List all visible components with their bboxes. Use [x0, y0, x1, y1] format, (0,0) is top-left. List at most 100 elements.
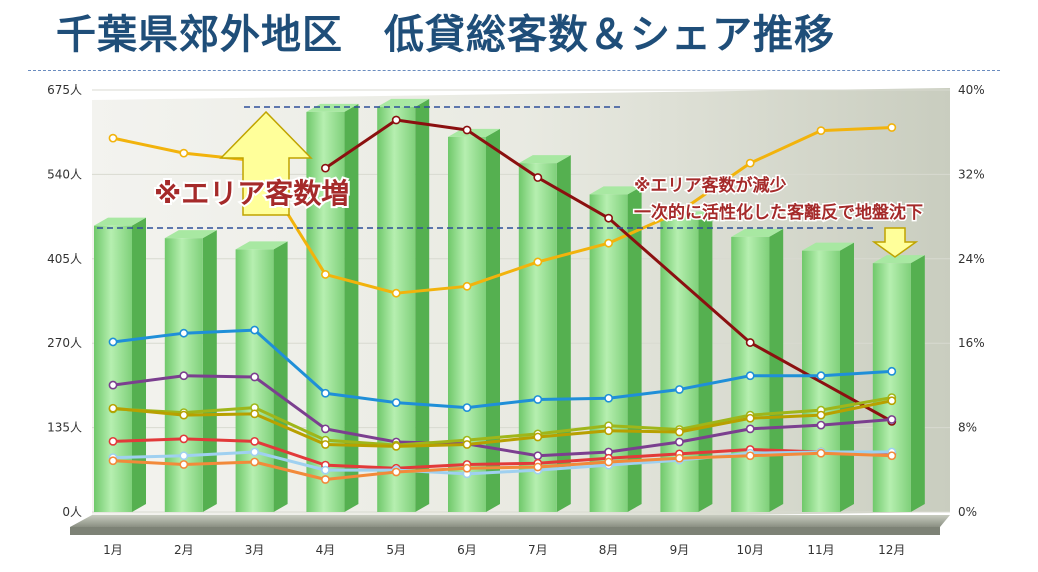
bar-front [448, 136, 486, 512]
series-point [745, 338, 755, 347]
series-point [462, 403, 472, 412]
x-tick-label: 5月 [386, 543, 406, 557]
up-arrow-icon [219, 110, 313, 216]
series-line [112, 399, 893, 448]
series-point [675, 437, 684, 447]
series-point [533, 257, 543, 267]
series-point [604, 213, 613, 223]
x-tick-label: 4月 [316, 543, 336, 557]
bar-side [202, 230, 217, 512]
annotation-down-1: ※エリア客数が減少 [634, 175, 787, 196]
x-tick-label: 3月 [245, 543, 265, 557]
series-point [462, 463, 472, 473]
series-point [108, 403, 118, 413]
annotation-down-2: 一次的に活性化した客離反で地盤沈下 [634, 202, 923, 223]
series-point [320, 465, 330, 475]
line-series-8 [108, 448, 897, 484]
bar-top [802, 242, 854, 251]
series-point [887, 366, 897, 376]
series-point [675, 453, 684, 463]
series-line [112, 396, 893, 447]
bar [94, 217, 146, 512]
series-point [816, 410, 826, 420]
left-tick-label: 135人 [47, 421, 82, 435]
line-series-2 [108, 325, 897, 412]
right-tick-label: 40% [958, 83, 985, 97]
series-point [816, 448, 826, 458]
x-tick-label: 10月 [737, 543, 764, 557]
annotation-up: ※エリア客数増 [154, 177, 349, 210]
bar-top [872, 255, 925, 264]
right-tick-label: 24% [958, 252, 985, 266]
series-point [887, 415, 897, 424]
bar [518, 155, 571, 512]
series-point [250, 409, 259, 419]
x-tick-label: 6月 [457, 543, 477, 557]
plot-floor-front [70, 527, 940, 535]
series-point [320, 270, 330, 279]
bar-side [698, 211, 713, 512]
series-point [320, 424, 330, 434]
series-point [533, 395, 543, 404]
right-axis-ticks: 0% 8% 16% 24% 32% 40% [958, 83, 985, 519]
series-point [533, 462, 543, 472]
series-point [250, 457, 259, 467]
bar [448, 128, 500, 512]
bar-top [589, 186, 642, 195]
series-point [604, 426, 613, 436]
series-point [320, 163, 330, 173]
series-point [108, 337, 118, 347]
bar-side [556, 155, 571, 512]
series-point [745, 413, 755, 423]
series-point [745, 424, 755, 434]
series-point [179, 148, 189, 158]
series-point [887, 123, 897, 132]
x-tick-label: 2月 [174, 543, 194, 557]
series-point [675, 385, 684, 394]
bar-side [415, 98, 430, 512]
series-point [391, 441, 401, 451]
series-point [179, 460, 189, 469]
bar [377, 98, 430, 512]
x-axis-ticks: 1月 2月 3月 4月 5月 6月 7月 8月 9月 10月 11月 12月 [103, 543, 905, 557]
bar [164, 230, 217, 512]
title-divider [28, 70, 1000, 71]
series-line [112, 374, 892, 458]
series-point [745, 451, 755, 461]
bar-top [94, 217, 146, 226]
series-point [250, 372, 259, 382]
series-point [462, 281, 472, 291]
bar-side [344, 103, 359, 513]
series-point [604, 238, 613, 248]
down-arrow-icon [871, 227, 919, 258]
bar-top [518, 155, 571, 164]
right-tick-label: 0% [958, 505, 977, 519]
bar [731, 228, 784, 512]
right-tick-label: 32% [958, 167, 985, 181]
series-point [675, 427, 684, 437]
series-point [604, 457, 613, 467]
bar-side [132, 217, 146, 512]
series-point [462, 440, 472, 449]
series-point [179, 451, 189, 461]
bar-side [273, 241, 288, 512]
series-point [108, 380, 118, 390]
bar-series [94, 98, 925, 513]
bar-top [731, 228, 784, 237]
x-tick-label: 7月 [528, 543, 548, 557]
series-point [320, 440, 330, 449]
series-point [604, 393, 613, 403]
bar-top [235, 241, 288, 250]
bar [660, 211, 713, 512]
series-line [112, 328, 892, 410]
series-line [112, 437, 892, 470]
series-point [533, 173, 543, 182]
x-tick-label: 11月 [807, 543, 834, 557]
series-point [108, 436, 118, 446]
series-point [320, 388, 330, 398]
left-tick-label: 540人 [47, 167, 82, 181]
series-line [112, 450, 892, 476]
series-point [391, 398, 401, 407]
bar-side [910, 255, 925, 512]
series-point [675, 207, 684, 217]
